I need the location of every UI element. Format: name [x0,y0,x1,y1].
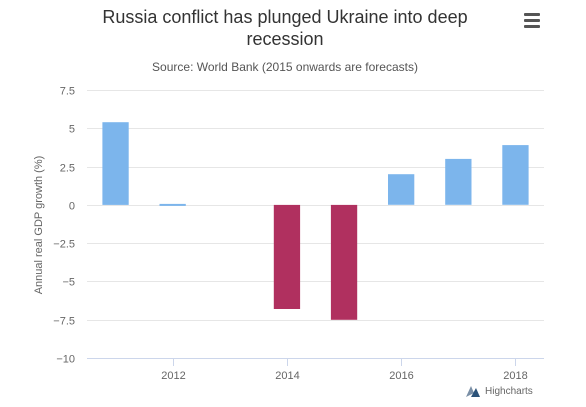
hamburger-menu-icon [524,25,540,28]
x-tick-label: 2018 [503,370,527,382]
y-tick-label: 5 [69,124,75,136]
y-axis-label: Annual real GDP growth (%) [33,156,45,295]
chart-title-line: Russia conflict has plunged Ukraine into… [102,7,468,27]
x-tick-label: 2012 [161,370,185,382]
y-tick-label: 0 [69,201,75,213]
bar-2017[interactable] [445,158,472,205]
y-tick-label: 2.5 [60,163,75,175]
x-tick-label: 2016 [389,370,413,382]
bar-2011[interactable] [102,122,129,205]
credits-link[interactable]: Highcharts [465,383,533,399]
bar-2018[interactable] [502,145,529,205]
hamburger-menu-icon [524,13,540,16]
y-tick-label: −5 [62,277,75,289]
bar-2012[interactable] [159,203,186,206]
credits-text: Highcharts [485,385,533,397]
y-tick-label: −7.5 [53,316,75,328]
chart-menu-button[interactable] [521,10,543,30]
chart-title: Russia conflict has plunged Ukraine into… [60,6,510,50]
y-tick-label: −10 [56,354,75,366]
highcharts-logo-icon [466,386,480,397]
hamburger-menu-icon [524,19,540,22]
chart-subtitle: Source: World Bank (2015 onwards are for… [152,60,418,74]
y-tick-label: −2.5 [53,239,75,251]
x-tick-label: 2014 [275,370,299,382]
bar-2014[interactable] [273,204,301,309]
bar-2015[interactable] [330,204,358,320]
bar-2016[interactable] [388,174,415,205]
y-tick-label: 7.5 [60,86,75,98]
chart-title-line: recession [246,29,324,49]
